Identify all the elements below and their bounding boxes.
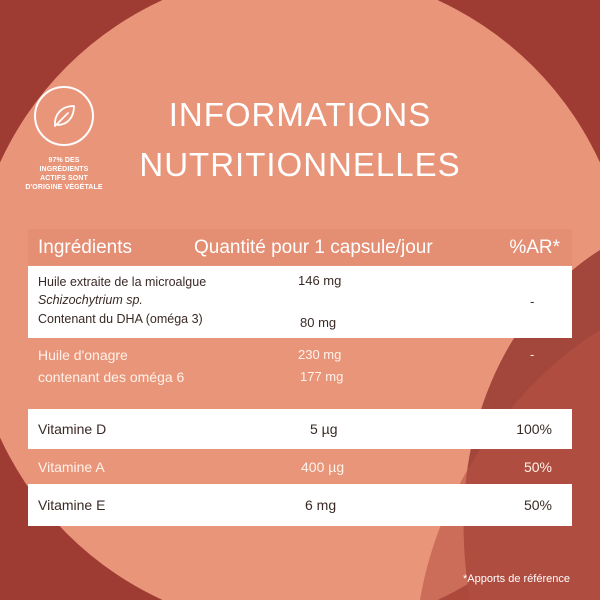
- quantity-cell: 5 µg: [310, 421, 338, 437]
- badge-text: 97% DES INGRÉDIENTS ACTIFS SONT D'ORIGIN…: [24, 156, 104, 192]
- ingredient-cell: Huile d'onagre: [38, 347, 128, 363]
- quantity-cell: 177 mg: [300, 369, 344, 384]
- table-row: Huile d'onagre contenant des oméga 6 230…: [28, 343, 572, 399]
- leaf-icon: [54, 105, 75, 127]
- table-row: Huile extraite de la microalgue Schizoch…: [28, 266, 572, 338]
- ar-cell: 50%: [523, 497, 552, 513]
- quantity-cell: 6 mg: [305, 497, 337, 513]
- ingredient-cell: Vitamine D: [38, 421, 107, 437]
- ingredient-cell: Schizochytrium sp.: [38, 293, 143, 307]
- ar-cell: -: [530, 294, 535, 309]
- badge-text-line: ACTIFS SONT: [40, 175, 88, 182]
- badge-text-line: D'ORIGINE VÉGÉTALE: [25, 184, 103, 191]
- badge-text-line: 97% DES INGRÉDIENTS: [39, 157, 89, 173]
- ar-cell: -: [530, 347, 535, 362]
- quantity-cell: 230 mg: [298, 347, 342, 362]
- table-header: Ingrédients Quantité pour 1 capsule/jour…: [28, 229, 572, 265]
- table-row: Vitamine E 6 mg 50%: [28, 484, 572, 526]
- ingredient-cell: Vitamine A: [38, 459, 105, 475]
- ingredient-cell: Contenant du DHA (oméga 3): [38, 312, 203, 326]
- quantity-cell: 400 µg: [301, 459, 345, 475]
- table-row: Vitamine A 400 µg 50%: [28, 450, 572, 484]
- footnote: *Apports de référence: [462, 573, 570, 585]
- ar-cell: 50%: [523, 459, 552, 475]
- ar-cell: 100%: [516, 421, 552, 437]
- nutrition-table: Ingrédients Quantité pour 1 capsule/jour…: [28, 229, 572, 526]
- title-line: INFORMATIONS: [168, 96, 432, 133]
- header-ingredients: Ingrédients: [38, 237, 133, 258]
- leaf-badge-circle: [34, 86, 94, 146]
- quantity-cell: 80 mg: [300, 315, 337, 330]
- ingredient-cell: contenant des oméga 6: [38, 369, 185, 385]
- table-row: Vitamine D 5 µg 100%: [28, 409, 572, 449]
- ingredient-cell: Huile extraite de la microalgue: [38, 275, 207, 289]
- quantity-cell: 146 mg: [298, 273, 342, 288]
- page-title: INFORMATIONS NUTRITIONNELLES: [130, 90, 470, 190]
- vegetal-origin-badge: 97% DES INGRÉDIENTS ACTIFS SONT D'ORIGIN…: [24, 86, 104, 192]
- title-line: NUTRITIONNELLES: [139, 146, 461, 183]
- header-ar: %AR*: [509, 237, 560, 258]
- ingredient-cell: Vitamine E: [38, 497, 106, 513]
- header-quantity: Quantité pour 1 capsule/jour: [194, 237, 433, 258]
